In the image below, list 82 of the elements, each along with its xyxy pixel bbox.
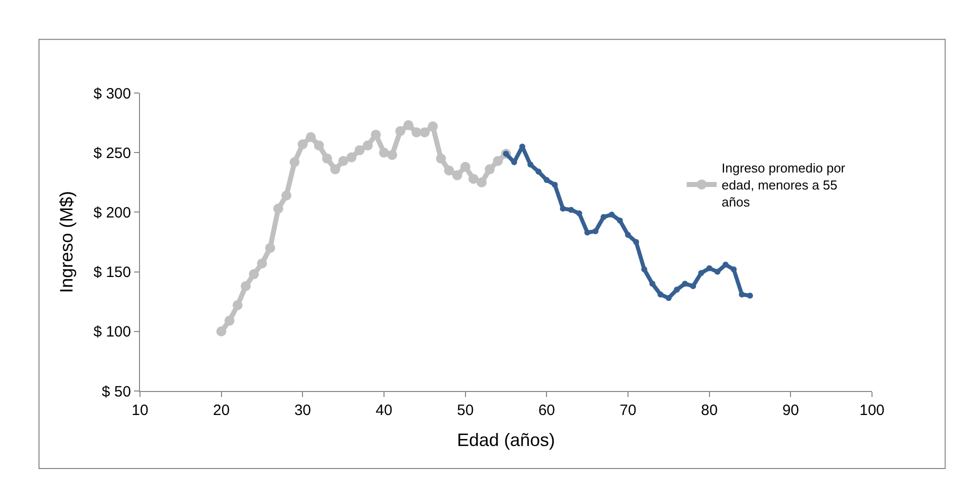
point: [492, 156, 503, 166]
point: [290, 157, 300, 168]
point: [444, 165, 454, 176]
point: [560, 206, 566, 212]
point: [281, 190, 292, 201]
point: [306, 132, 316, 142]
point: [576, 210, 582, 216]
y-tick-label: $ 150: [93, 264, 131, 282]
x-tick-label: 70: [620, 402, 636, 419]
point: [747, 292, 753, 299]
point: [216, 326, 226, 336]
x-tick-label: 40: [376, 402, 392, 419]
point: [273, 204, 284, 214]
point: [354, 145, 365, 156]
point: [420, 127, 430, 138]
point: [625, 232, 631, 238]
y-tick-label: $ 200: [93, 204, 131, 222]
x-tick-label: 90: [782, 402, 800, 419]
point: [346, 152, 356, 162]
point: [298, 139, 308, 150]
point: [322, 154, 332, 164]
point: [412, 127, 422, 138]
point: [370, 130, 381, 140]
point: [224, 316, 234, 326]
point: [527, 162, 534, 168]
point: [452, 170, 462, 180]
x-tick-label: 20: [212, 402, 230, 419]
point: [338, 156, 348, 166]
point: [232, 300, 243, 310]
point: [248, 269, 259, 280]
point: [403, 120, 414, 130]
point: [706, 265, 712, 272]
point: [476, 177, 487, 188]
x-tick-label: 60: [538, 402, 556, 419]
point: [682, 280, 688, 287]
point: [690, 283, 696, 290]
y-tick-label: $ 50: [102, 383, 131, 400]
point: [608, 212, 615, 218]
x-tick-label: 10: [132, 402, 148, 419]
point: [257, 258, 267, 268]
point: [436, 154, 446, 164]
point: [240, 281, 251, 292]
point: [584, 229, 590, 236]
point: [592, 228, 598, 234]
point: [484, 164, 495, 174]
point: [468, 174, 478, 184]
x-tick-label: 30: [294, 402, 312, 419]
point: [314, 140, 324, 150]
point: [616, 218, 623, 224]
point: [698, 270, 704, 276]
y-tick-label: $ 100: [93, 324, 131, 341]
point: [362, 140, 373, 150]
point: [658, 291, 664, 298]
x-tick-label: 50: [456, 402, 474, 419]
point: [552, 182, 558, 188]
point: [633, 239, 640, 245]
point: [387, 150, 398, 160]
point: [730, 266, 737, 272]
point: [666, 295, 672, 302]
point: [714, 268, 720, 275]
point: [641, 266, 648, 272]
y-axis-title: Ingreso (M$): [56, 190, 77, 294]
point: [600, 214, 607, 220]
point: [379, 148, 389, 158]
x-tick-label: 100: [859, 402, 885, 419]
point: [738, 291, 745, 298]
point: [460, 162, 470, 172]
y-tick-label: $ 250: [93, 144, 131, 162]
y-tick-label: $ 300: [93, 85, 131, 102]
point: [265, 242, 276, 253]
point: [568, 206, 574, 213]
point: [649, 280, 656, 287]
x-tick-label: 80: [700, 402, 718, 419]
point: [674, 286, 680, 293]
point: [722, 262, 729, 268]
point: [395, 126, 406, 136]
point: [536, 168, 542, 175]
point: [428, 121, 438, 132]
point: [544, 177, 550, 184]
point: [330, 164, 340, 174]
legend-label: Ingreso promedio por edad, menores a 55 años: [722, 160, 846, 210]
x-axis-title: Edad (años): [456, 430, 556, 450]
